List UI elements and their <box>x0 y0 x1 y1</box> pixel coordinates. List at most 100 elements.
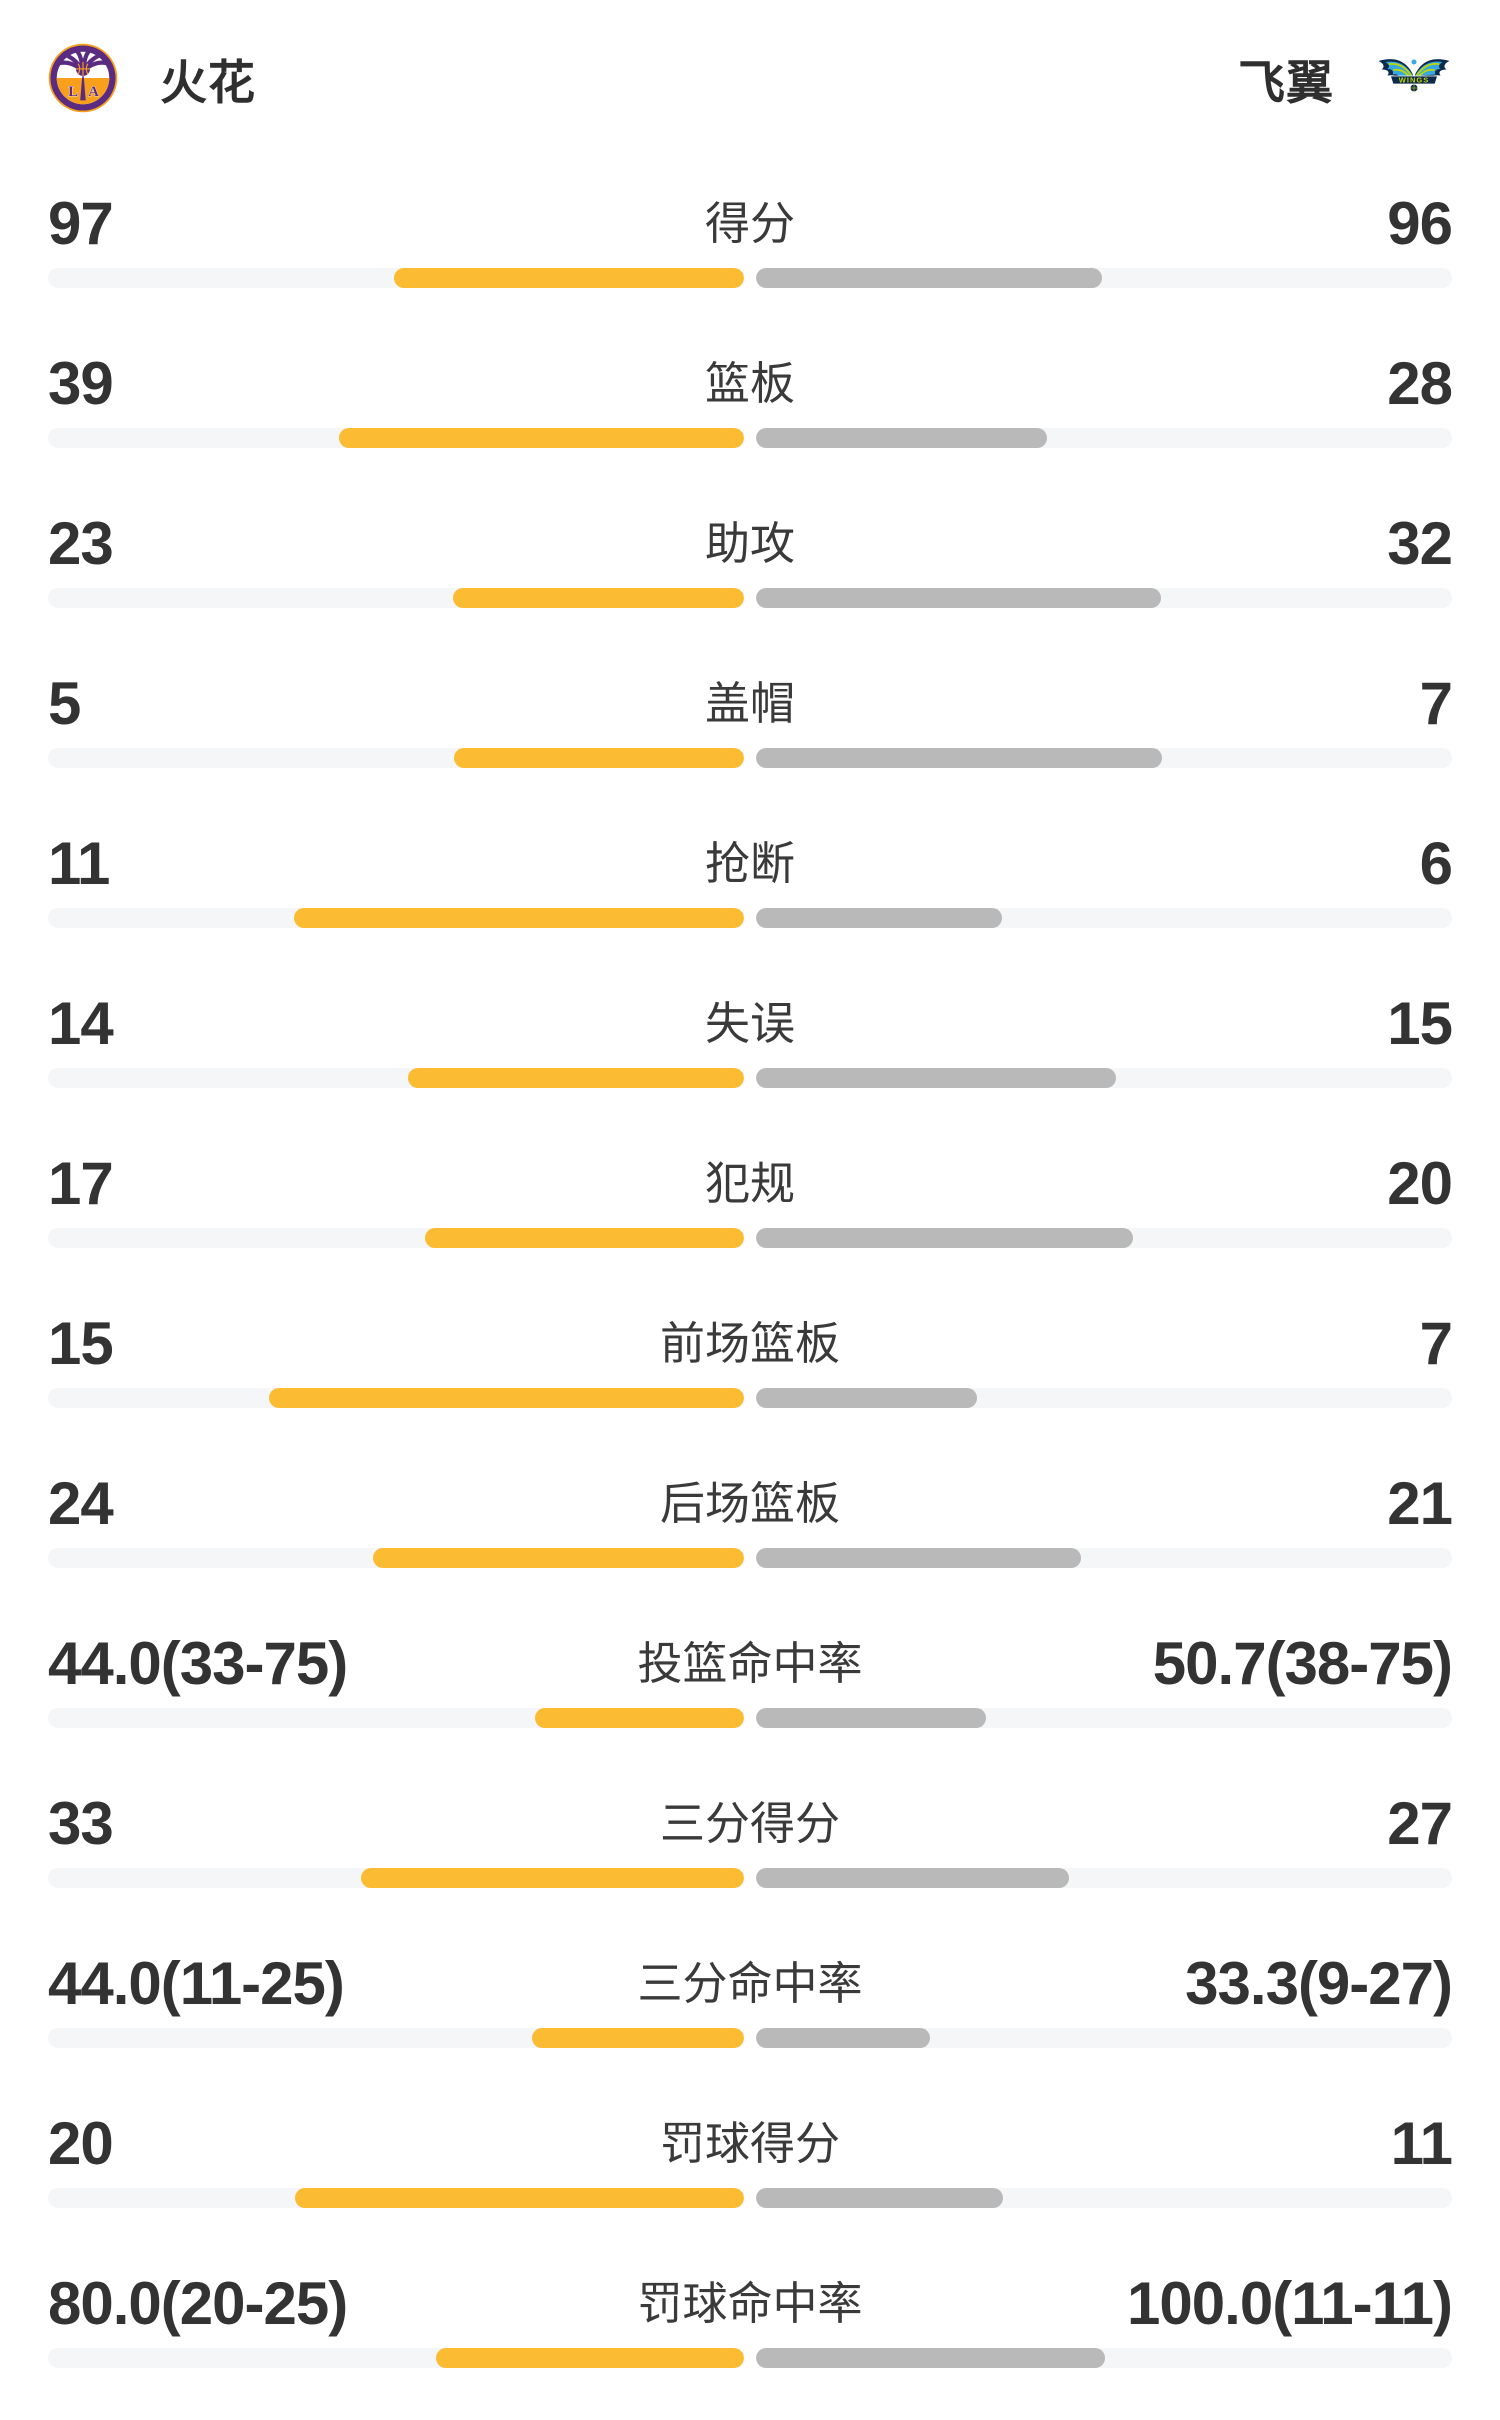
stat-values-line: 11 抢断 6 <box>48 830 1453 897</box>
home-bar-track <box>48 1228 744 1248</box>
home-bar-track <box>48 1868 744 1888</box>
away-bar-fill <box>756 908 1002 928</box>
away-value: 7 <box>1419 1310 1453 1377</box>
away-value: 15 <box>1387 990 1453 1057</box>
home-value: 11 <box>48 830 110 897</box>
home-value: 80.0(20-25) <box>48 2270 348 2337</box>
away-bar-fill <box>756 1228 1133 1248</box>
stat-bars <box>48 748 1452 768</box>
home-bar-fill <box>361 1868 744 1888</box>
stat-values-line: 5 盖帽 7 <box>48 670 1453 737</box>
stat-values-line: 17 犯规 20 <box>48 1150 1453 1217</box>
home-bar-track <box>48 1548 744 1568</box>
home-bar-track <box>48 1388 744 1408</box>
home-bar-track <box>48 908 744 928</box>
stat-bars <box>48 268 1452 288</box>
la-sparks-logo-icon: L A <box>48 43 118 113</box>
stat-row: 33 三分得分 27 <box>48 1780 1453 1940</box>
home-value: 97 <box>48 190 114 257</box>
away-value: 96 <box>1387 190 1453 257</box>
away-bar-track <box>756 1068 1452 1088</box>
home-bar-fill <box>532 2028 744 2048</box>
svg-text:L: L <box>68 84 78 100</box>
home-bar-track <box>48 748 744 768</box>
stat-row: 17 犯规 20 <box>48 1140 1453 1300</box>
stat-label: 三分得分 <box>659 1798 840 1849</box>
stat-row: 14 失误 15 <box>48 980 1453 1140</box>
home-bar-track <box>48 2028 744 2048</box>
home-bar-track <box>48 2188 744 2208</box>
stat-label: 得分 <box>704 198 795 249</box>
stat-bars <box>48 1068 1452 1088</box>
away-value: 27 <box>1387 1790 1453 1857</box>
stat-values-line: 80.0(20-25) 罚球命中率 100.0(11-11) <box>48 2270 1453 2337</box>
home-bar-fill <box>453 588 744 608</box>
home-bar-track <box>48 2348 744 2368</box>
stat-row: 11 抢断 6 <box>48 820 1453 980</box>
team-away: 飞翼 <box>1238 44 1452 113</box>
stat-bars <box>48 588 1452 608</box>
stat-bars <box>48 1228 1452 1248</box>
home-value: 23 <box>48 510 114 577</box>
away-bar-track <box>756 428 1452 448</box>
stat-bars <box>48 1708 1452 1728</box>
stat-values-line: 23 助攻 32 <box>48 510 1453 577</box>
stat-label: 罚球命中率 <box>637 2278 863 2329</box>
stat-label: 盖帽 <box>704 678 795 729</box>
away-bar-fill <box>756 1868 1070 1888</box>
home-bar-fill <box>535 1708 744 1728</box>
home-bar-track <box>48 1708 744 1728</box>
home-value: 14 <box>48 990 114 1057</box>
stat-row: 15 前场篮板 7 <box>48 1300 1453 1460</box>
stat-row: 5 盖帽 7 <box>48 660 1453 820</box>
home-bar-track <box>48 1068 744 1088</box>
stat-label: 三分命中率 <box>637 1958 863 2009</box>
team-home-name: 火花 <box>160 55 256 109</box>
away-bar-track <box>756 2348 1452 2368</box>
home-bar-track <box>48 428 744 448</box>
away-value: 100.0(11-11) <box>1127 2270 1453 2337</box>
stat-bars <box>48 2348 1452 2368</box>
stat-values-line: 39 篮板 28 <box>48 354 1453 414</box>
team-away-name: 飞翼 <box>1238 55 1334 109</box>
stat-row: 44.0(33-75) 投篮命中率 50.7(38-75) <box>48 1620 1453 1780</box>
stat-values-line: 20 罚球得分 11 <box>48 2110 1453 2177</box>
away-value: 33.3(9-27) <box>1185 1950 1453 2017</box>
away-bar-track <box>756 1708 1452 1728</box>
svg-text:WINGS: WINGS <box>1399 76 1429 85</box>
svg-text:A: A <box>88 84 99 100</box>
away-value: 11 <box>1390 2110 1453 2177</box>
home-bar-fill <box>393 268 744 288</box>
away-bar-track <box>756 268 1452 288</box>
away-bar-fill <box>756 2348 1105 2368</box>
away-bar-fill <box>756 1548 1082 1568</box>
home-value: 33 <box>48 1790 114 1857</box>
away-value: 20 <box>1387 1150 1453 1217</box>
home-bar-fill <box>453 748 744 768</box>
stat-values-line: 24 后场篮板 21 <box>48 1470 1453 1537</box>
stat-bars <box>48 2028 1452 2048</box>
home-value: 24 <box>48 1470 114 1537</box>
dallas-wings-logo-icon: WINGS <box>1376 53 1452 103</box>
away-bar-fill <box>756 2028 930 2048</box>
away-bar-track <box>756 588 1452 608</box>
stat-label: 失误 <box>704 998 795 1049</box>
home-bar-fill <box>424 1228 744 1248</box>
team-home: L A 火花 <box>48 43 256 113</box>
stat-row: 80.0(20-25) 罚球命中率 100.0(11-11) <box>48 2260 1453 2420</box>
stats-list: 97 得分 96 39 篮板 28 <box>0 180 1500 2420</box>
stat-label: 后场篮板 <box>659 1478 840 1529</box>
away-bar-track <box>756 748 1452 768</box>
away-value: 32 <box>1387 510 1453 577</box>
away-bar-fill <box>756 1068 1116 1088</box>
away-value: 7 <box>1419 670 1453 737</box>
stat-label: 助攻 <box>704 518 795 569</box>
away-bar-fill <box>756 2188 1004 2208</box>
stat-bars <box>48 428 1452 448</box>
away-bar-track <box>756 1228 1452 1248</box>
away-bar-fill <box>756 1708 987 1728</box>
away-bar-track <box>756 2188 1452 2208</box>
home-bar-fill <box>295 2188 744 2208</box>
away-value: 50.7(38-75) <box>1152 1630 1453 1697</box>
stat-bars <box>48 1548 1452 1568</box>
